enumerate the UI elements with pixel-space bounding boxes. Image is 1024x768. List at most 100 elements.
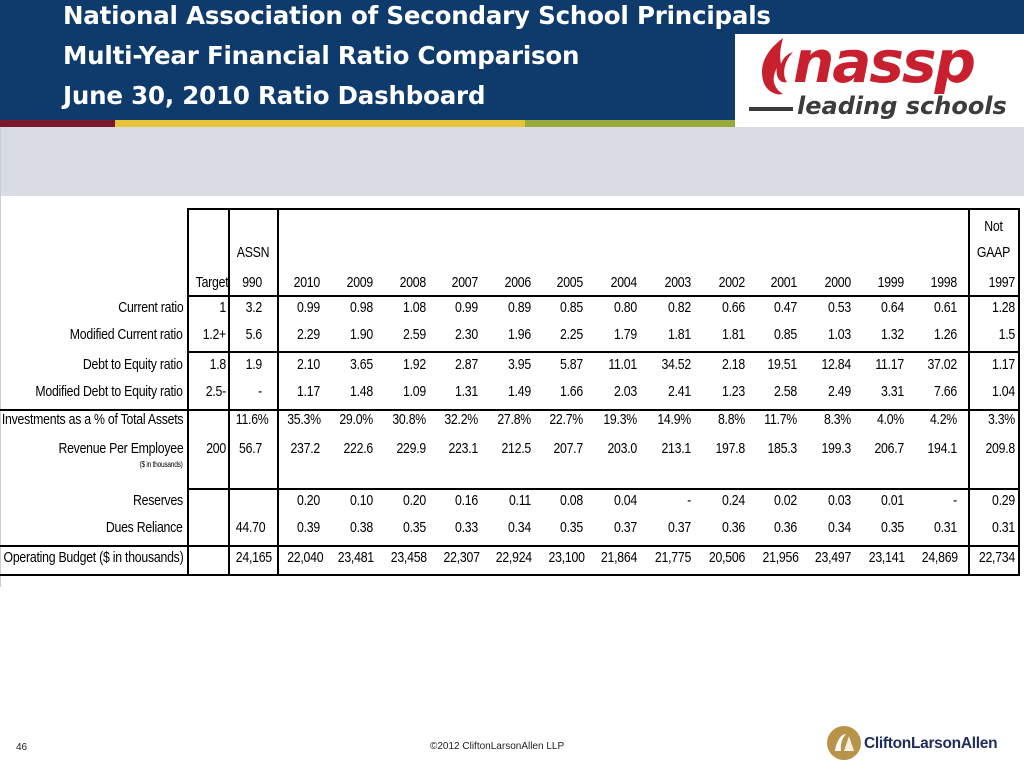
table-cell: 4.2%: [929, 411, 957, 428]
table-cell: 2.5-: [205, 383, 226, 400]
table-cell: 194.1: [927, 440, 957, 457]
table-cell: 22,924: [495, 549, 532, 566]
ratio-table: ASSN Not GAAP Target 990 2010 2009 2008 2007 2…: [0, 208, 1021, 578]
gaap-col-left-border: [968, 208, 970, 576]
table-cell: 8.8%: [717, 411, 745, 428]
table-cell: 1: [219, 299, 226, 316]
section-border-4: [0, 545, 1020, 547]
table-cell: 2.10: [297, 356, 320, 373]
table-cell: 1.2+: [202, 326, 227, 343]
table-cell: -: [687, 492, 691, 509]
column-header: 2005: [556, 274, 584, 291]
cliftonlarsonallen-logo-icon: [827, 726, 861, 760]
accent-stripe-gold: [115, 120, 525, 127]
table-cell: 209.8: [985, 440, 1015, 457]
table-cell: 1.04: [992, 383, 1015, 400]
table-top-border: [187, 208, 1020, 210]
table-cell: 0.99: [297, 299, 320, 316]
table-cell: 1.28: [992, 299, 1015, 316]
row-label: Dues Reliance: [106, 519, 183, 536]
brand-name: CliftonLarsonAllen: [864, 735, 998, 752]
table-cell: 0.38: [350, 519, 373, 536]
logo-underline: [749, 107, 793, 111]
table-cell: 34.52: [661, 356, 691, 373]
table-cell: 2.18: [722, 356, 745, 373]
table-cell: -: [258, 383, 262, 400]
table-cell: 0.39: [297, 519, 320, 536]
column-header: 2009: [346, 274, 374, 291]
table-bottom-border: [0, 574, 1020, 576]
table-cell: 1.26: [934, 326, 957, 343]
table-cell: 0.33: [455, 519, 478, 536]
table-cell: 12.84: [821, 356, 851, 373]
header-assn: ASSN: [236, 244, 270, 261]
table-cell: 1.96: [508, 326, 531, 343]
table-cell: 35.3%: [287, 411, 321, 428]
column-header: 2010: [293, 274, 321, 291]
section-border-1: [187, 351, 1020, 353]
table-cell: 0.20: [403, 492, 426, 509]
table-cell: 30.8%: [392, 411, 426, 428]
table-cell: 0.36: [774, 519, 797, 536]
table-cell: 22.7%: [549, 411, 583, 428]
flame-icon: [761, 38, 793, 95]
column-header: 1997: [988, 274, 1016, 291]
table-cell: 2.58: [774, 383, 797, 400]
table-cell: 1.49: [508, 383, 531, 400]
table-cell: 23,100: [548, 549, 585, 566]
row-label: Operating Budget ($ in thousands): [3, 549, 183, 566]
table-cell: 20,506: [708, 549, 746, 566]
table-cell: 197.8: [715, 440, 745, 457]
column-header: Target: [195, 274, 229, 291]
table-cell: 2.87: [455, 356, 478, 373]
column-header: 2007: [451, 274, 479, 291]
table-cell: 222.6: [343, 440, 373, 457]
table-cell: 1.17: [297, 383, 320, 400]
table-cell: 37.02: [927, 356, 957, 373]
table-cell: 0.01: [881, 492, 904, 509]
table-cell: 23,497: [814, 549, 852, 566]
table-cell: 22,307: [443, 549, 480, 566]
assn-col-border: [277, 208, 279, 576]
table-cell: 1.09: [403, 383, 426, 400]
table-cell: 0.20: [297, 492, 320, 509]
table-cell: 0.66: [722, 299, 745, 316]
header-bottom-border: [187, 295, 1020, 297]
row-label: Modified Debt to Equity ratio: [35, 383, 184, 400]
table-cell: 7.66: [934, 383, 957, 400]
table-cell: 0.04: [614, 492, 637, 509]
table-cell: 24,165: [235, 549, 272, 566]
table-cell: 0.03: [828, 492, 851, 509]
table-cell: 29.0%: [339, 411, 373, 428]
table-cell: 22,734: [978, 549, 1015, 566]
header-gaap: GAAP: [976, 244, 1011, 261]
table-cell: 1.17: [992, 356, 1015, 373]
column-header: 1999: [877, 274, 905, 291]
table-cell: 11.7%: [764, 411, 797, 428]
table-cell: 0.37: [668, 519, 691, 536]
table-cell: 3.65: [350, 356, 373, 373]
table-cell: 1.31: [455, 383, 478, 400]
table-cell: 229.9: [396, 440, 426, 457]
table-cell: 11.17: [875, 356, 904, 373]
table-cell: 0.82: [668, 299, 691, 316]
table-cell: 0.34: [828, 519, 851, 536]
table-cell: 1.79: [614, 326, 637, 343]
table-cell: 14.9%: [657, 411, 691, 428]
table-cell: 2.29: [297, 326, 320, 343]
table-cell: 3.31: [881, 383, 904, 400]
table-cell: 0.98: [350, 299, 373, 316]
table-cell: 4.0%: [876, 411, 904, 428]
table-cell: 1.23: [722, 383, 745, 400]
table-cell: 2.59: [403, 326, 426, 343]
table-cell: -: [953, 492, 957, 509]
table-cell: 2.41: [668, 383, 691, 400]
table-cell: 0.35: [560, 519, 583, 536]
row-label: Revenue Per Employee: [58, 440, 183, 457]
column-header: 990: [242, 274, 262, 291]
table-cell: 0.29: [992, 492, 1015, 509]
table-cell: 0.85: [560, 299, 583, 316]
table-cell: 0.89: [508, 299, 531, 316]
column-header: 2000: [824, 274, 852, 291]
table-cell: 0.64: [881, 299, 904, 316]
